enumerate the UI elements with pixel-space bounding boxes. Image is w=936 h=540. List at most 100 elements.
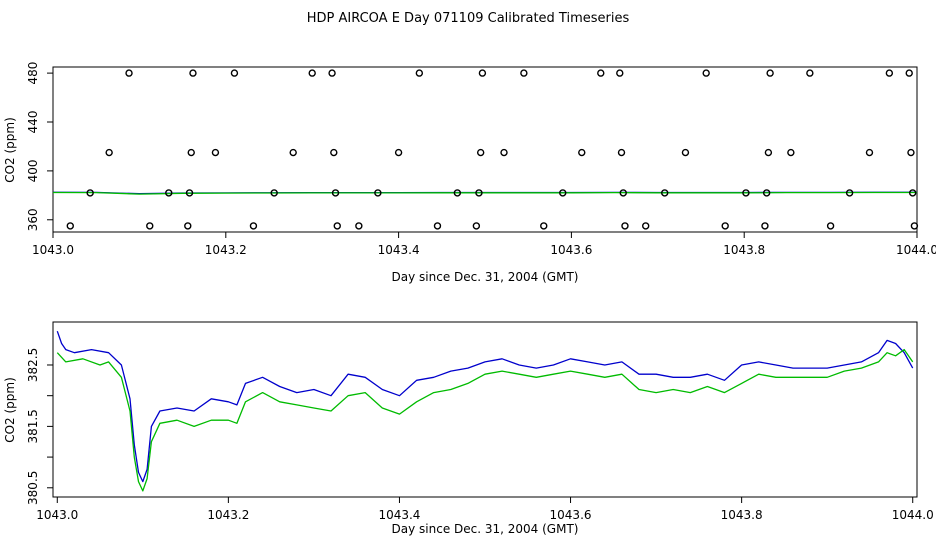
bottom-plot-frame: [52, 321, 918, 498]
top-x-tick-label: 1043.4: [378, 243, 420, 257]
top-y-tick-label: 360: [26, 208, 40, 231]
top-data-point: [826, 222, 835, 230]
top-data-point: [621, 222, 629, 230]
top-data-point: [520, 69, 528, 77]
bottom-y-tick-label: 382.5: [26, 348, 40, 382]
top-data-point: [617, 148, 626, 157]
top-y-axis-label: CO2 (ppm): [3, 117, 17, 183]
top-data-point: [845, 189, 854, 197]
bottom-y-tick-label: 381.5: [26, 409, 40, 443]
top-data-point: [787, 148, 795, 157]
figure-title: HDP AIRCOA E Day 071109 Calibrated Times…: [307, 11, 630, 26]
top-data-point: [185, 189, 194, 197]
top-data-point: [249, 222, 258, 230]
top-data-point: [764, 148, 773, 157]
top-data-point: [189, 69, 197, 77]
top-series: [52, 191, 917, 195]
top-data-point: [86, 189, 94, 197]
top-data-point: [374, 189, 382, 197]
bottom-x-axis-label: Day since Dec. 31, 2004 (GMT): [392, 522, 579, 536]
top-series-line-green: [52, 191, 917, 195]
top-data-point: [330, 148, 338, 157]
top-x-axis-label: Day since Dec. 31, 2004 (GMT): [392, 270, 579, 284]
top-panel: 1043.0 1043.2 1043.4 1043.6 1043.8 1044.0 360…: [3, 62, 936, 284]
top-data-point: [540, 222, 548, 230]
bottom-y-axis: 380.5 381.5 382.5: [26, 348, 53, 505]
top-data-point: [806, 69, 814, 77]
top-data-point: [910, 222, 919, 230]
top-data-point: [211, 148, 220, 157]
top-data-point: [766, 69, 774, 77]
top-x-tick-label: 1043.2: [205, 243, 247, 257]
top-data-point: [475, 189, 483, 197]
bottom-panel: 1043.0 1043.2 1043.4 1043.6 1043.8 1044.0 380…: [3, 321, 934, 536]
bottom-series-line-green: [56, 348, 914, 492]
top-data-point: [289, 148, 297, 157]
top-points: [66, 69, 919, 230]
bottom-x-tick-label: 1043.6: [550, 508, 592, 522]
top-data-point: [146, 222, 154, 230]
bottom-y-tick-label: 380.5: [26, 471, 40, 505]
top-data-point: [865, 148, 874, 157]
top-x-tick-label: 1043.6: [550, 243, 592, 257]
top-data-point: [453, 189, 462, 197]
top-data-point: [642, 222, 650, 230]
bottom-y-axis-label: CO2 (ppm): [3, 377, 17, 443]
top-data-point: [905, 69, 913, 77]
top-data-point: [415, 69, 424, 77]
top-data-point: [230, 69, 239, 77]
top-data-point: [661, 189, 669, 197]
top-x-tick-label: 1043.0: [32, 243, 74, 257]
bottom-x-tick-label: 1044.0: [892, 508, 934, 522]
top-data-point: [597, 69, 605, 77]
top-data-point: [742, 189, 750, 197]
bottom-x-tick-label: 1043.2: [207, 508, 249, 522]
top-data-point: [184, 222, 192, 230]
top-data-point: [270, 189, 278, 197]
top-data-point: [681, 148, 690, 157]
bottom-series: [56, 330, 914, 492]
top-data-point: [187, 148, 195, 157]
top-x-tick-label: 1043.8: [723, 243, 765, 257]
top-data-point: [721, 222, 729, 230]
top-data-point: [125, 69, 133, 77]
top-data-point: [331, 189, 340, 197]
bottom-x-tick-label: 1043.8: [721, 508, 763, 522]
bottom-x-axis: 1043.0 1043.2 1043.4 1043.6 1043.8 1044.0: [36, 497, 934, 522]
top-data-point: [761, 222, 769, 230]
top-data-point: [433, 222, 442, 230]
top-data-point: [908, 189, 917, 197]
top-y-tick-label: 440: [26, 111, 40, 134]
top-data-point: [578, 148, 586, 157]
bottom-x-tick-label: 1043.0: [36, 508, 78, 522]
top-data-point: [500, 148, 508, 157]
top-data-point: [476, 148, 485, 157]
top-data-point: [308, 69, 316, 77]
top-y-tick-label: 480: [26, 62, 40, 85]
top-data-point: [885, 69, 894, 77]
top-plot-frame: [52, 66, 918, 233]
top-data-point: [702, 69, 710, 77]
top-data-point: [619, 189, 627, 197]
top-data-point: [394, 148, 403, 157]
top-data-point: [333, 222, 341, 230]
top-x-tick-label: 1044.0: [896, 243, 936, 257]
top-y-axis: 360 400 440 480: [26, 62, 53, 231]
top-data-point: [165, 189, 173, 197]
top-data-point: [472, 222, 481, 230]
top-data-point: [355, 222, 363, 230]
top-y-tick-label: 400: [26, 159, 40, 182]
top-data-point: [66, 222, 74, 230]
top-data-point: [478, 69, 487, 77]
top-data-point: [762, 189, 771, 197]
top-data-point: [616, 69, 624, 77]
top-x-axis: 1043.0 1043.2 1043.4 1043.6 1043.8 1044.0: [32, 232, 936, 257]
top-data-point: [907, 148, 915, 157]
top-data-point: [328, 69, 336, 77]
top-data-point: [105, 148, 113, 157]
bottom-x-tick-label: 1043.4: [378, 508, 420, 522]
bottom-series-line-blue: [56, 330, 914, 483]
top-data-point: [559, 189, 567, 197]
